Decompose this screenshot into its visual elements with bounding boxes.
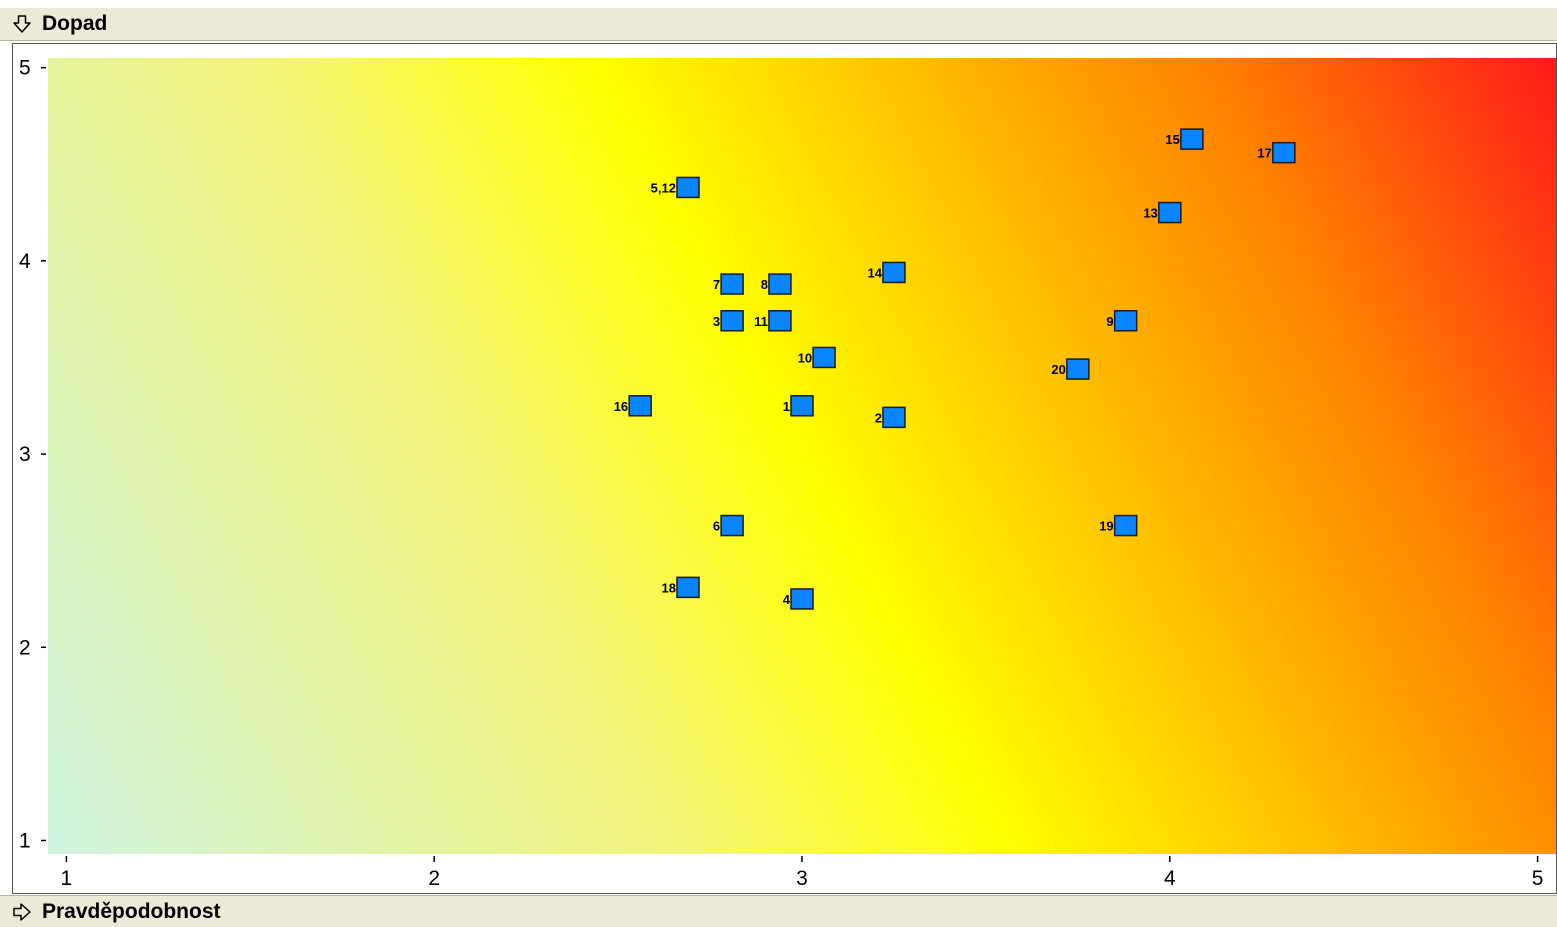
scatter-chart: 1 2 3 4 5 1 2 3 4 5 1 2 3 4 5,12 6 7 8 9 10 11 13 14 15 16 17 18 19…: [19, 57, 1556, 890]
x-tick-label-4: 4: [1164, 867, 1176, 890]
x-axis-header[interactable]: Pravděpodobnost: [0, 895, 1557, 927]
arrow-down-outline-icon[interactable]: [12, 14, 32, 34]
point-label-20: 20: [1051, 362, 1065, 377]
x-tick-label-2: 2: [428, 867, 440, 890]
y-tick-label-5: 5: [19, 57, 31, 80]
x-tick-label-3: 3: [796, 867, 808, 890]
y-tick-label-4: 4: [19, 250, 31, 273]
point-label-8: 8: [761, 277, 768, 292]
data-point-1: [790, 395, 814, 417]
chart-frame: 1 2 3 4 5 1 2 3 4 5 1 2 3 4 5,12 6 7 8 9 10 11 13 14 15 16 17 18 19…: [12, 43, 1557, 894]
data-point-3: [720, 310, 744, 332]
data-point-18: [676, 576, 700, 599]
y-tick-label-1: 1: [19, 829, 31, 852]
data-point-17: [1272, 141, 1296, 164]
heatmap-background: [48, 58, 1556, 854]
point-label-18: 18: [662, 580, 676, 595]
data-point-5-12: [676, 176, 700, 199]
data-point-10: [812, 346, 836, 369]
point-label-10: 10: [798, 350, 812, 365]
point-label-16: 16: [614, 399, 628, 414]
data-point-16: [628, 395, 652, 417]
point-label-17: 17: [1257, 146, 1271, 161]
data-point-13: [1158, 201, 1182, 224]
data-point-15: [1180, 128, 1204, 150]
point-label-9: 9: [1106, 314, 1113, 329]
arrow-right-outline-icon[interactable]: [12, 902, 32, 922]
point-label-7: 7: [713, 277, 720, 292]
point-label-11: 11: [754, 314, 768, 329]
point-label-2: 2: [875, 410, 882, 425]
y-tick-label-2: 2: [19, 636, 31, 659]
point-label-15: 15: [1165, 132, 1179, 147]
x-tick-label-1: 1: [61, 867, 73, 890]
x-axis-title: Pravděpodobnost: [42, 900, 221, 923]
point-label-4: 4: [783, 592, 791, 607]
data-point-14: [882, 261, 906, 284]
data-point-9: [1113, 310, 1138, 332]
data-point-11: [768, 310, 792, 332]
data-point-2: [882, 406, 906, 429]
point-label-19: 19: [1099, 519, 1113, 534]
y-axis-header[interactable]: Dopad: [0, 8, 1557, 41]
point-label-1: 1: [783, 399, 790, 414]
y-axis-title: Dopad: [42, 12, 108, 35]
point-label-14: 14: [867, 265, 882, 280]
data-point-7: [720, 273, 744, 295]
point-label-6: 6: [713, 519, 720, 534]
data-point-8: [768, 273, 792, 295]
data-point-19: [1113, 514, 1138, 537]
y-tick-label-3: 3: [19, 443, 31, 466]
point-label-5-12: 5,12: [651, 180, 676, 195]
x-tick-label-5: 5: [1532, 867, 1544, 890]
data-point-20: [1066, 358, 1090, 380]
point-label-3: 3: [713, 314, 720, 329]
data-point-4: [790, 588, 814, 610]
point-label-13: 13: [1143, 206, 1157, 221]
data-point-6: [720, 514, 744, 537]
